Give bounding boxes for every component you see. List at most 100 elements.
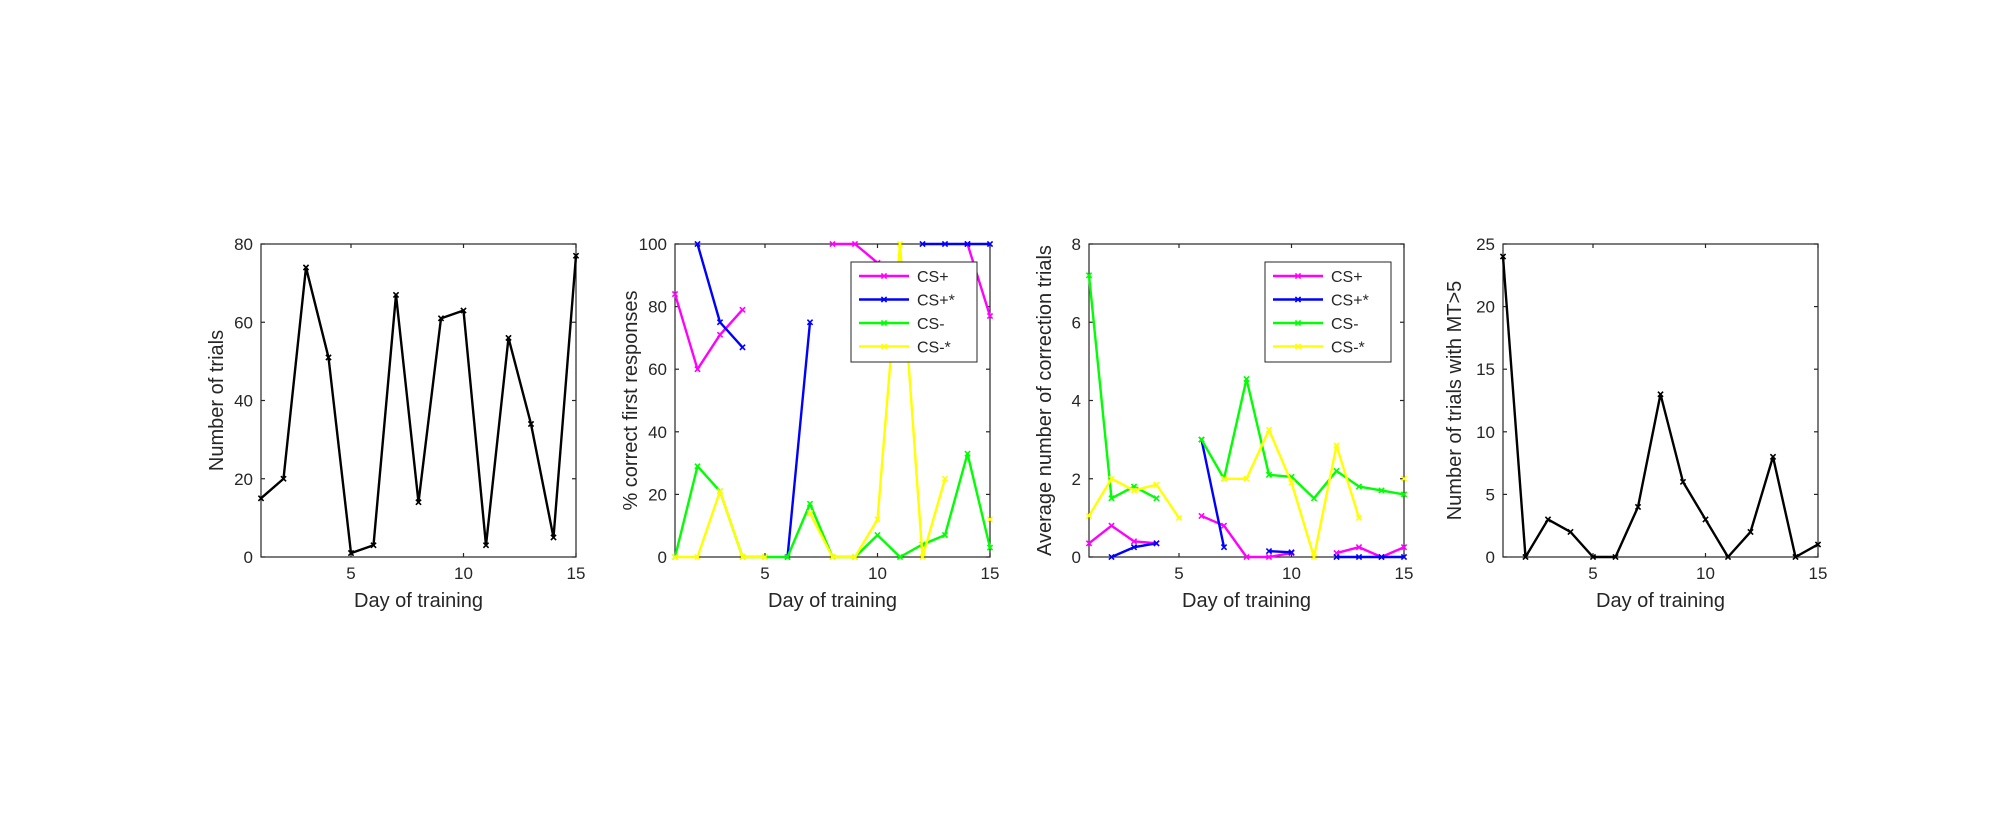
data-point	[784, 553, 791, 561]
data-point	[739, 553, 746, 561]
data-point	[1243, 475, 1250, 482]
panel-percent-correct-first-responses: 5 10 15 0 20 40 60 80 100 Day of training % correc…	[620, 235, 999, 612]
data-point	[964, 240, 971, 248]
legend-label: CS+*	[1331, 293, 1369, 310]
panel-trials-with-mt-gt-5: 5 10 15 0 5 10 15 20 25 Day of training Number of …	[1444, 235, 1827, 612]
data-point	[896, 553, 904, 561]
data-point	[1814, 541, 1822, 548]
data-point	[964, 450, 971, 457]
legend-marker	[1294, 296, 1302, 303]
y-tick-label: 20	[234, 470, 253, 489]
data-point	[1499, 253, 1507, 260]
x-tick-label: 5	[1588, 564, 1597, 583]
y-axis-label: % correct first responses	[620, 290, 642, 510]
data-point	[716, 319, 724, 326]
data-point	[1153, 495, 1160, 502]
y-axis-label: Number of trials	[206, 330, 228, 471]
data-point	[919, 240, 926, 248]
x-tick-label: 15	[567, 564, 586, 583]
data-point	[1265, 547, 1273, 555]
series-line	[673, 293, 744, 371]
data-point	[1085, 272, 1093, 279]
series-line-group	[1499, 253, 1822, 561]
data-point	[1288, 479, 1295, 486]
legend-marker	[880, 272, 888, 280]
x-tick-label: 15	[981, 564, 1000, 583]
panel-average-correction-trials: 5 10 15 0 2 4 6 8 Day of training Average number …	[1034, 235, 1413, 612]
data-point	[806, 319, 814, 326]
data-point	[1522, 553, 1529, 561]
data-point	[986, 312, 994, 320]
data-point	[1220, 475, 1228, 482]
data-point	[1175, 514, 1183, 522]
data-point	[1400, 475, 1408, 482]
data-point	[1378, 553, 1385, 561]
data-point	[874, 531, 881, 539]
data-point	[1333, 467, 1340, 475]
data-point	[941, 531, 949, 539]
y-tick-label: 10	[1476, 423, 1495, 442]
y-tick-label: 25	[1476, 235, 1495, 254]
data-point	[1634, 503, 1642, 511]
data-point	[1085, 540, 1093, 547]
data-point	[1198, 512, 1205, 520]
data-point	[1747, 528, 1754, 536]
y-tick-label: 80	[648, 298, 667, 317]
legend-marker	[880, 343, 888, 350]
data-point	[1333, 442, 1340, 449]
plot-area	[1502, 243, 1819, 558]
data-point	[1355, 553, 1363, 561]
data-point	[1355, 544, 1363, 551]
legend-marker	[880, 319, 888, 327]
data-point	[874, 516, 881, 523]
series-line	[786, 322, 812, 558]
legend: CS+ CS+* CS- CS-*	[1264, 261, 1392, 363]
legend-label: CS+	[917, 269, 949, 286]
data-point	[1679, 478, 1687, 486]
data-point	[941, 475, 949, 482]
data-point	[986, 544, 994, 551]
series-cs-group	[1085, 426, 1408, 561]
legend-marker	[1294, 319, 1302, 327]
data-point	[919, 553, 926, 561]
data-point	[671, 553, 679, 561]
data-point	[1130, 544, 1138, 551]
data-point	[1108, 553, 1115, 561]
data-point	[505, 334, 512, 342]
data-point	[671, 290, 679, 298]
data-point	[1589, 553, 1597, 561]
data-point	[1400, 491, 1408, 498]
data-point	[806, 510, 814, 517]
data-point	[392, 291, 400, 299]
legend-marker	[880, 296, 888, 303]
y-tick-label: 0	[244, 548, 253, 567]
legend-label: CS+*	[917, 293, 955, 310]
y-tick-label: 6	[1072, 313, 1081, 332]
data-point	[851, 240, 859, 248]
legend-label: CS+	[1331, 269, 1363, 286]
data-point	[1153, 540, 1160, 547]
data-point	[1355, 514, 1363, 522]
legend-label: CS-	[917, 316, 945, 333]
data-point	[1310, 553, 1318, 561]
series-cs-group	[671, 240, 994, 561]
x-tick-label: 5	[1174, 564, 1183, 583]
data-point	[1310, 495, 1318, 502]
legend-label: CS-*	[917, 340, 951, 357]
data-point	[1108, 495, 1115, 502]
x-tick-label: 10	[1696, 564, 1715, 583]
data-point	[370, 542, 377, 549]
legend-label: CS-*	[1331, 340, 1365, 357]
data-point	[1130, 538, 1138, 545]
data-point	[1265, 553, 1273, 561]
series-line	[1087, 275, 1158, 500]
series-cs-group	[694, 240, 994, 561]
series-line	[1268, 549, 1292, 554]
data-point	[739, 344, 746, 351]
y-tick-label: 2	[1072, 470, 1081, 489]
data-point	[1243, 553, 1250, 561]
series-line	[1336, 546, 1405, 559]
series-cs-group	[671, 240, 994, 373]
data-point	[694, 240, 701, 248]
data-point	[257, 495, 265, 502]
